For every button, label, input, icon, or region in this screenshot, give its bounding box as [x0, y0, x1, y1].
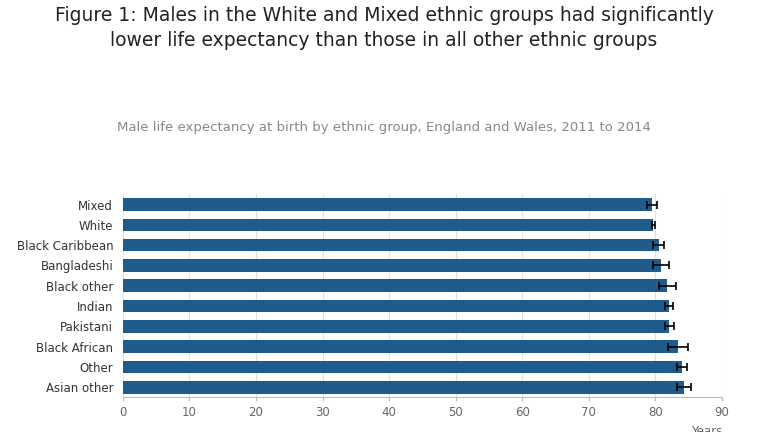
Bar	[123, 300, 669, 312]
Bar	[123, 320, 670, 333]
Bar	[123, 361, 682, 373]
Bar	[123, 340, 678, 353]
Bar	[123, 259, 661, 272]
Bar	[123, 219, 654, 231]
Bar	[123, 280, 667, 292]
Text: Figure 1: Males in the White and Mixed ethnic groups had significantly
lower lif: Figure 1: Males in the White and Mixed e…	[55, 6, 713, 51]
Bar	[123, 239, 659, 251]
Bar	[123, 381, 684, 394]
Text: Male life expectancy at birth by ethnic group, England and Wales, 2011 to 2014: Male life expectancy at birth by ethnic …	[117, 121, 651, 134]
X-axis label: Years: Years	[690, 425, 722, 432]
Bar	[123, 198, 652, 211]
